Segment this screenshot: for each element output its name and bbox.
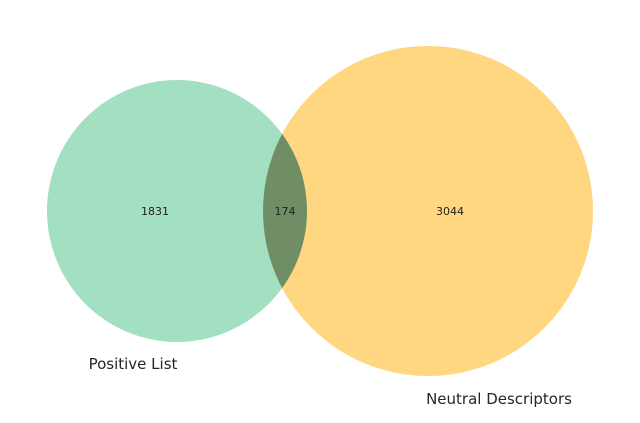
neutral-descriptors-label: Neutral Descriptors (426, 390, 572, 408)
set-neutral-descriptors-circle (263, 46, 593, 376)
set-positive-list-circle (47, 80, 307, 342)
positive-list-only-count: 1831 (141, 205, 169, 218)
intersection-count: 174 (275, 205, 296, 218)
neutral-descriptors-only-count: 3044 (436, 205, 464, 218)
positive-list-label: Positive List (89, 355, 178, 373)
